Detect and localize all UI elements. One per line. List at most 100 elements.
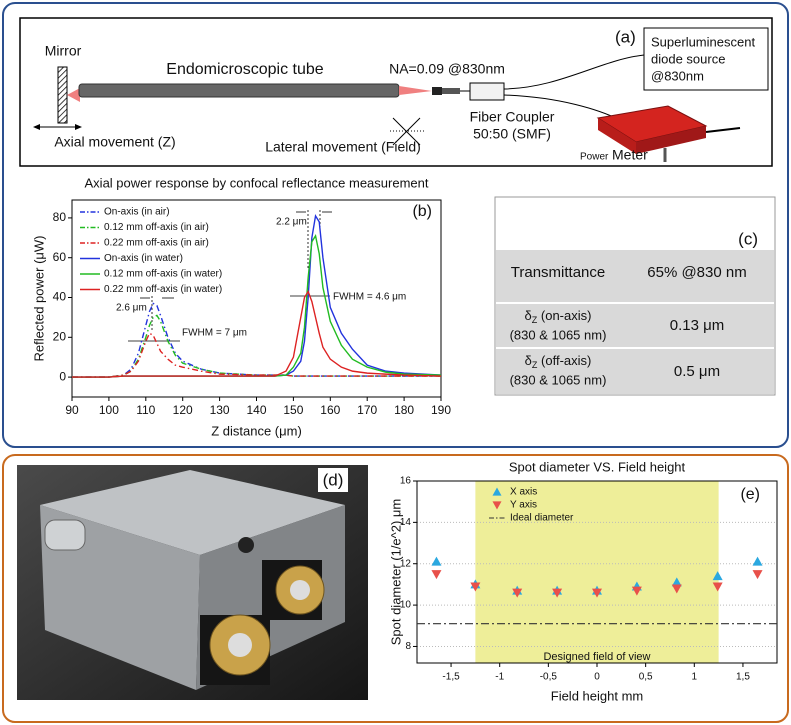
- arrow-head: [33, 124, 40, 130]
- arrow-head: [75, 124, 82, 130]
- data-point: [512, 588, 523, 598]
- connector: [432, 87, 442, 95]
- data-point: [552, 588, 563, 598]
- y-tick-label: 40: [53, 290, 67, 304]
- axial-label: Axial movement (Z): [54, 134, 175, 150]
- beam: [67, 88, 80, 102]
- annotation: FWHM = 4.6 μm: [333, 292, 406, 303]
- tube: [78, 83, 400, 98]
- power-meter: [598, 118, 636, 154]
- annotation: FWHM = 7 μm: [182, 328, 247, 339]
- field-of-view-label: Designed field of view: [543, 651, 650, 663]
- data-point: [671, 577, 682, 587]
- y-tick-label: 14: [400, 517, 412, 528]
- panel-label: (a): [615, 27, 636, 46]
- x-tick-label: 100: [99, 403, 119, 417]
- legend-label: On-axis (in water): [104, 253, 183, 264]
- tube-label: Endomicroscopic tube: [166, 61, 324, 78]
- panel-label: (d): [323, 470, 344, 489]
- x-tick-label: 180: [394, 403, 414, 417]
- mirror: [57, 66, 68, 124]
- data-point: [592, 588, 602, 598]
- row-name-text: (off-axis): [537, 353, 591, 368]
- y-tick-label: 8: [405, 641, 411, 652]
- arrow: [392, 117, 421, 146]
- plot-frame: [71, 199, 442, 398]
- legend-swatch: [492, 501, 502, 510]
- y-axis-label: Spot diameter (1/e^2) μm: [388, 499, 403, 646]
- y-tick-label: 80: [53, 210, 67, 224]
- x-tick-label: 150: [283, 403, 303, 417]
- row-value: 0.13 μm: [670, 317, 725, 334]
- x-axis-label: Field height mm: [551, 688, 643, 703]
- row-detail: (830 & 1065 nm): [510, 372, 607, 387]
- row-name: δZ (off-axis): [525, 353, 592, 370]
- hole: [238, 537, 254, 553]
- symbol: δ: [525, 308, 532, 323]
- plot-frame: [416, 480, 778, 664]
- subscript: Z: [532, 315, 538, 325]
- series-line: [72, 314, 441, 378]
- fiber: [503, 54, 645, 90]
- port: [44, 519, 86, 551]
- panel-label: (e): [740, 486, 760, 503]
- subscript: Z: [532, 360, 538, 370]
- x-tick-label: 130: [210, 403, 230, 417]
- x-tick-label: 1: [692, 672, 698, 683]
- x-tick-label: 1,5: [736, 672, 750, 683]
- legend-label: Y axis: [510, 500, 537, 511]
- series-line: [72, 332, 441, 378]
- source-label: diode source: [651, 51, 725, 66]
- row-detail: (830 & 1065 nm): [510, 327, 607, 342]
- connector: [290, 580, 310, 600]
- legend-label: 0.12 mm off-axis (in air): [104, 222, 209, 233]
- x-tick-label: 190: [431, 403, 451, 417]
- device-side: [40, 505, 200, 690]
- data-point: [712, 571, 723, 581]
- row-name: Transmittance: [511, 264, 605, 281]
- x-axis-label: Z distance (μm): [211, 423, 302, 438]
- x-tick-label: 170: [357, 403, 377, 417]
- legend-label: Ideal diameter: [510, 513, 574, 524]
- source-label: Superluminescent: [651, 34, 755, 49]
- y-tick-label: 12: [400, 558, 412, 569]
- fwhm-markers: [128, 210, 332, 342]
- coupler-label: Fiber Coupler: [470, 109, 555, 125]
- label-box: [318, 468, 348, 492]
- x-tick-label: 0,5: [639, 672, 653, 683]
- panel-label: (b): [412, 203, 432, 220]
- setup-diagram: (a) Mirror Endomicroscopic tube NA=0.09 …: [19, 17, 773, 167]
- x-tick-label: 140: [246, 403, 266, 417]
- chart-title: Spot diameter VS. Field height: [509, 459, 686, 474]
- beam: [399, 86, 432, 95]
- top-frame: [2, 2, 789, 448]
- device-top: [40, 470, 345, 555]
- y-tick-label: 10: [400, 600, 412, 611]
- cable: [705, 127, 741, 133]
- row-name: δZ (on-axis): [525, 308, 592, 325]
- data-point: [631, 586, 642, 596]
- device-photo: (d): [17, 465, 368, 700]
- annotation: 2.2 μm: [276, 217, 307, 228]
- coupler-label: 50:50 (SMF): [473, 126, 551, 142]
- data-point: [470, 582, 481, 592]
- data-point: [752, 556, 763, 566]
- row-value: 65% @830 nm: [647, 264, 746, 281]
- legend-label: 0.22 mm off-axis (in air): [104, 238, 209, 249]
- x-tick-label: -0,5: [540, 672, 558, 683]
- panel-label: (c): [738, 229, 758, 248]
- legend-label: On-axis (in air): [104, 207, 170, 218]
- power-meter: [636, 126, 706, 154]
- row-name-text: (on-axis): [537, 308, 591, 323]
- na-label: NA=0.09 @830nm: [389, 61, 505, 77]
- legend-label: 0.22 mm off-axis (in water): [104, 284, 222, 295]
- meter-label: Meter: [612, 147, 648, 163]
- row-value: 0.5 μm: [674, 363, 720, 380]
- series-line: [72, 289, 442, 378]
- y-tick-label: 60: [53, 250, 67, 264]
- connector: [442, 88, 460, 94]
- y-tick-label: 16: [400, 476, 412, 487]
- source-label: @830nm: [651, 68, 704, 83]
- parameter-table: (c) Transmittance 65% @830 nm δZ (on-axi…: [494, 196, 776, 396]
- connector: [228, 633, 252, 657]
